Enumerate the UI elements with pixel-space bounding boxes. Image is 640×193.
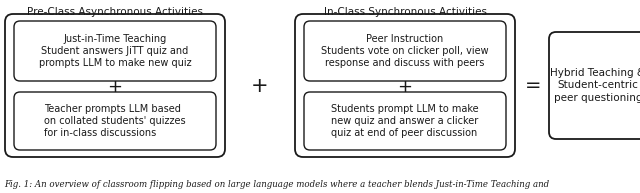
Text: Just-in-Time Teaching
Student answers JiTT quiz and
prompts LLM to make new quiz: Just-in-Time Teaching Student answers Ji… — [38, 34, 191, 68]
FancyBboxPatch shape — [14, 21, 216, 81]
Text: Pre-Class Asynchronous Activities: Pre-Class Asynchronous Activities — [27, 7, 203, 17]
Text: Teacher prompts LLM based
on collated students' quizzes
for in-class discussions: Teacher prompts LLM based on collated st… — [44, 104, 186, 138]
Text: +: + — [251, 75, 269, 96]
Text: Peer Instruction
Students vote on clicker poll, view
response and discuss with p: Peer Instruction Students vote on clicke… — [321, 34, 489, 68]
FancyBboxPatch shape — [549, 32, 640, 139]
FancyBboxPatch shape — [295, 14, 515, 157]
FancyBboxPatch shape — [5, 14, 225, 157]
Text: Hybrid Teaching &
Student-centric
peer questioning: Hybrid Teaching & Student-centric peer q… — [550, 68, 640, 103]
Text: Fig. 1: An overview of classroom flipping based on large language models where a: Fig. 1: An overview of classroom flippin… — [4, 180, 549, 189]
Text: =: = — [525, 76, 541, 95]
Text: +: + — [397, 78, 413, 96]
FancyBboxPatch shape — [304, 92, 506, 150]
Text: In-Class Synchronous Activities: In-Class Synchronous Activities — [323, 7, 486, 17]
FancyBboxPatch shape — [14, 92, 216, 150]
Text: Students prompt LLM to make
new quiz and answer a clicker
quiz at end of peer di: Students prompt LLM to make new quiz and… — [331, 104, 479, 138]
Text: +: + — [108, 78, 122, 96]
FancyBboxPatch shape — [304, 21, 506, 81]
